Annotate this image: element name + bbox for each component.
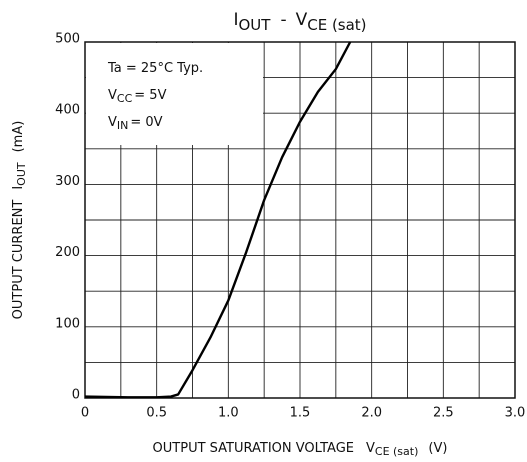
annotation-part: CC	[117, 92, 133, 105]
x-tick-label: 2.5	[433, 406, 454, 421]
annotation: Ta = 25°C Typ.	[107, 61, 203, 76]
x-tick-label: 0	[81, 406, 89, 421]
label-part: (V)	[428, 441, 447, 456]
y-tick-label: 0	[72, 388, 80, 403]
annotation-part: V	[108, 115, 117, 130]
label-part: (mA)	[11, 121, 26, 153]
chart-title: IOUT - VCE (sat)	[233, 10, 366, 34]
line	[84, 41, 352, 399]
annotation-part: = 0V	[130, 115, 162, 130]
x-tick-label: 3.0	[505, 406, 526, 421]
y-tick-label: 100	[55, 316, 80, 331]
label-part: CE (sat)	[375, 445, 419, 458]
annotation-background	[86, 43, 263, 145]
title-part: -	[280, 10, 286, 30]
annotation-part: Ta = 25°C Typ.	[107, 61, 203, 76]
annotation: VIN = 0V	[108, 115, 163, 133]
label-part: I	[11, 186, 26, 190]
label-part: V	[366, 441, 375, 456]
title-part: CE (sat)	[307, 16, 366, 34]
annotation-part: = 5V	[134, 88, 166, 103]
x-tick-label: 1.5	[290, 406, 311, 421]
y-tick-label: 500	[55, 32, 80, 47]
annotation-part: IN	[117, 119, 128, 132]
label-part: OUT	[15, 162, 28, 186]
plot-frame	[84, 41, 516, 399]
title-part: I	[233, 10, 238, 30]
x-axis-label: OUTPUT SATURATION VOLTAGE VCE (sat) (V)	[153, 441, 448, 459]
label-part: OUTPUT CURRENT	[11, 200, 26, 320]
x-tick-label: 2.0	[361, 406, 382, 421]
annotation: VCC = 5V	[108, 88, 167, 106]
y-tick-label: 200	[55, 245, 80, 260]
title-part: V	[296, 10, 308, 30]
y-tick-label: 300	[55, 174, 80, 189]
x-tick-label: 0.5	[146, 406, 167, 421]
label-part: OUTPUT SATURATION VOLTAGE	[153, 441, 354, 456]
x-tick-label: 1.0	[218, 406, 239, 421]
y-axis-label: OUTPUT CURRENT IOUT (mA)	[11, 121, 29, 320]
title-part: OUT	[238, 16, 271, 34]
annotation-part: V	[108, 88, 117, 103]
y-tick-label: 400	[55, 103, 80, 118]
